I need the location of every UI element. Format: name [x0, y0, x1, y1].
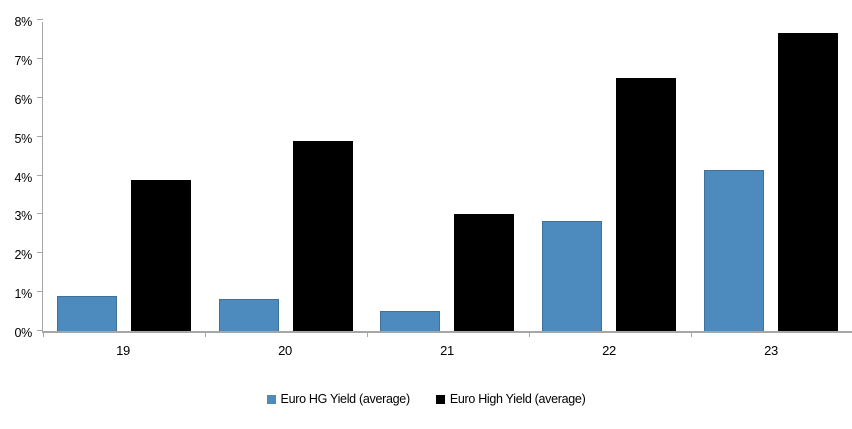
legend-label-euro-high-yield: Euro High Yield (average) [449, 392, 586, 406]
x-tick [43, 333, 44, 337]
y-axis-label: 1% [14, 287, 33, 302]
bar-euro-hg-yield-average-20 [218, 298, 279, 331]
y-axis-label: 0% [14, 326, 33, 340]
legend-swatch-euro-hg [266, 394, 276, 404]
y-tick [37, 57, 43, 59]
y-axis-label: 3% [14, 209, 33, 224]
y-tick [37, 174, 43, 176]
y-tick [37, 252, 43, 254]
bar-euro-high-yield-average-22 [616, 78, 677, 331]
y-axis-label: 5% [14, 131, 33, 146]
y-axis-label: 8% [14, 15, 33, 29]
y-axis-label: 6% [14, 92, 33, 107]
legend: Euro HG Yield (average) Euro High Yield … [0, 392, 852, 406]
bars-row [43, 22, 852, 331]
bar-group-20 [205, 22, 367, 331]
legend-item-euro-high-yield: Euro High Yield (average) [435, 392, 586, 406]
bar-euro-hg-yield-average-22 [542, 220, 603, 331]
bar-euro-high-yield-average-21 [454, 213, 515, 331]
bar-group-19 [43, 22, 205, 331]
legend-item-euro-hg: Euro HG Yield (average) [266, 392, 411, 406]
y-tick [37, 135, 43, 137]
bar-euro-high-yield-average-23 [778, 32, 839, 331]
y-axis-label: 2% [14, 248, 33, 263]
x-axis-label-22: 22 [602, 343, 616, 358]
x-tick [691, 333, 692, 337]
legend-swatch-euro-high-yield [435, 394, 445, 404]
bar-euro-hg-yield-average-21 [380, 311, 441, 331]
y-axis-label: 4% [14, 170, 33, 185]
x-axis-labels: 19 20 21 22 23 [42, 337, 852, 358]
y-tick [37, 96, 43, 98]
x-tick [367, 333, 368, 337]
legend-label-euro-hg: Euro HG Yield (average) [280, 392, 411, 406]
x-axis-label-21: 21 [440, 343, 454, 358]
bar-group-23 [690, 22, 852, 331]
y-tick [37, 19, 43, 20]
bar-group-21 [367, 22, 529, 331]
y-tick [37, 330, 43, 331]
y-tick [37, 291, 43, 293]
x-tick [529, 333, 530, 337]
y-axis-label: 7% [14, 53, 33, 68]
x-axis-label-19: 19 [116, 343, 130, 358]
bar-euro-high-yield-average-20 [292, 140, 353, 331]
bar-euro-hg-yield-average-23 [704, 169, 765, 331]
x-tick [205, 333, 206, 337]
bar-group-22 [528, 22, 690, 331]
bar-euro-high-yield-average-19 [130, 180, 191, 331]
x-axis-label-20: 20 [278, 343, 292, 358]
x-axis-label-23: 23 [764, 343, 778, 358]
bar-euro-hg-yield-average-19 [56, 296, 117, 331]
y-tick [37, 213, 43, 215]
plot-area [37, 19, 852, 337]
